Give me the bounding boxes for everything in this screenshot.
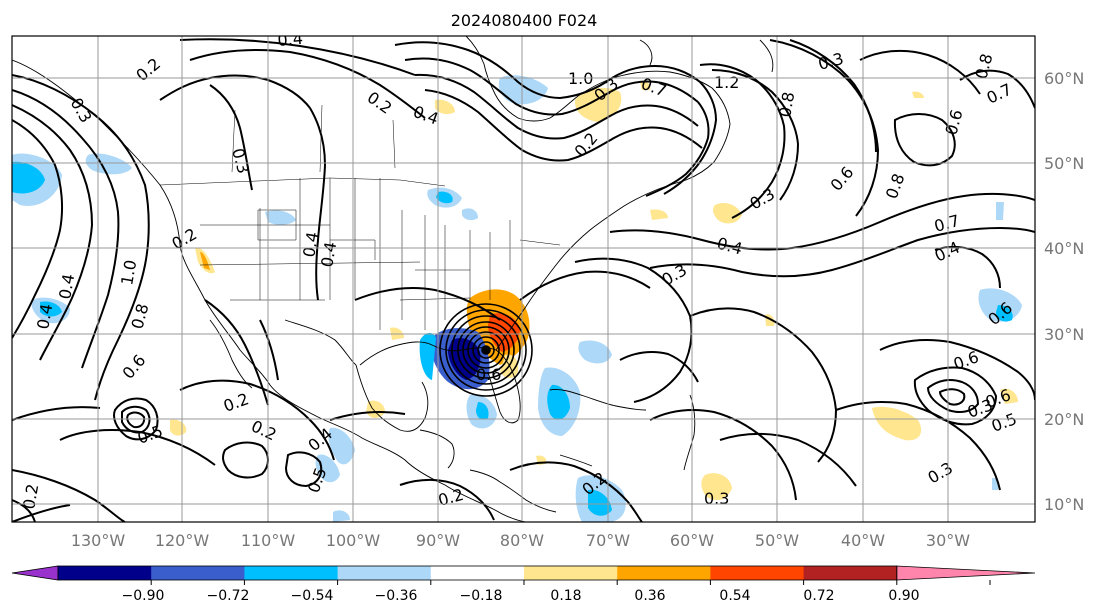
colorbar-tick-label: −0.54 xyxy=(291,588,334,604)
colorbar-cell xyxy=(151,566,245,580)
fill-pos-atl-ne2 xyxy=(1000,388,1018,404)
colorbar-cell xyxy=(710,566,805,580)
contour-label: 0.4 xyxy=(317,240,340,268)
colorbar-tick-label: −0.90 xyxy=(122,588,165,604)
contour-label: 1.2 xyxy=(714,73,739,92)
colorbar-cell xyxy=(430,566,525,580)
lon-label: 110°W xyxy=(241,531,296,550)
colorbar-ticks xyxy=(150,580,991,585)
map-frame xyxy=(11,35,1036,523)
colorbar: −0.90 −0.72 −0.54 −0.36 −0.18 0.18 0.36 … xyxy=(11,565,1036,604)
fill-pos-atl-ne xyxy=(713,203,742,224)
fill-neg-ontario xyxy=(462,208,478,221)
colorbar-tick-labels: −0.90 −0.72 −0.54 −0.36 −0.18 0.18 0.36 … xyxy=(122,588,920,604)
hurricane-contours xyxy=(439,303,533,397)
colorbar-over-extension xyxy=(896,565,1036,581)
fill-neg-carib-core xyxy=(588,489,612,516)
colorbar-tick-label: 0.36 xyxy=(634,588,665,604)
lat-labels: 60°N 50°N 40°N 30°N 20°N 10°N xyxy=(1044,69,1084,514)
fill-neg-pacific-c2 xyxy=(315,454,340,483)
contour-label: 0.4 xyxy=(55,272,78,300)
fill-neg-hudson xyxy=(498,75,548,105)
colorbar-cell xyxy=(617,566,711,580)
contour-label: 0.4 xyxy=(33,302,56,330)
lon-label: 100°W xyxy=(326,531,381,550)
graticule xyxy=(12,36,1035,522)
lon-labels: 130°W 120°W 110°W 100°W 90°W 80°W 70°W 6… xyxy=(71,531,970,550)
lat-label: 40°N xyxy=(1044,239,1084,258)
colorbar-cell xyxy=(244,566,339,580)
colorbar-tick-label: 0.90 xyxy=(888,588,919,604)
fill-pos-atl-sw xyxy=(872,406,922,441)
fill-pos-labrador xyxy=(574,87,622,122)
lat-label: 30°N xyxy=(1044,325,1084,344)
colorbar-cell xyxy=(524,566,618,580)
lon-label: 60°W xyxy=(670,531,714,550)
colorbar-cell xyxy=(58,566,152,580)
contour-label: 0.3 xyxy=(704,489,729,508)
map-panel: 0.4 0.2 0.3 0.2 1.0 0.7 1.2 0.3 0.8 0.7 … xyxy=(11,29,1036,523)
lon-label: 40°W xyxy=(841,531,885,550)
colorbar-tick-label: −0.72 xyxy=(207,588,250,604)
lat-label: 20°N xyxy=(1044,410,1084,429)
colorbar-under-extension xyxy=(11,565,59,581)
lat-label: 60°N xyxy=(1044,69,1084,88)
lon-label: 80°W xyxy=(500,531,544,550)
fill-neg-pacific-c xyxy=(328,427,355,465)
lon-label: 120°W xyxy=(155,531,210,550)
contour-label: 0.8 xyxy=(775,90,798,118)
state-borders xyxy=(159,104,561,330)
fill-pos-nova xyxy=(650,209,668,220)
fill-pos-labrador-2 xyxy=(435,99,455,115)
fill-pos-small-hud xyxy=(640,81,651,90)
fill-neg-bahamas-core xyxy=(547,384,570,420)
colorbar-tick-label: −0.18 xyxy=(460,588,503,604)
fill-neg-nw-canada-core xyxy=(12,161,45,194)
map-title: 2024080400 F024 xyxy=(451,11,598,30)
colorbar-tick-label: 0.18 xyxy=(550,588,581,604)
lon-label: 70°W xyxy=(586,531,630,550)
fill-neg-utah xyxy=(265,210,296,225)
contour-label: 1.0 xyxy=(117,258,140,286)
lon-label: 90°W xyxy=(416,531,460,550)
fill-pos-carib-e xyxy=(701,473,732,501)
fill-neg-atl-e-core xyxy=(996,305,1013,322)
fill-neg-florida-core xyxy=(476,402,489,420)
contours xyxy=(12,38,1035,522)
fill-neg-small-3 xyxy=(333,510,350,522)
lon-label: 130°W xyxy=(71,531,126,550)
contour-label: 0.4 xyxy=(277,29,304,50)
fill-neg-greatlakes-core xyxy=(436,191,453,204)
fill-pos-mexico-core xyxy=(200,252,210,270)
fill-neg-small-2 xyxy=(996,202,1004,220)
lon-label: 30°W xyxy=(926,531,970,550)
colorbar-cell xyxy=(337,566,432,580)
lat-label: 50°N xyxy=(1044,154,1084,173)
colorbar-cell xyxy=(803,566,898,580)
fill-neg-atl-small xyxy=(578,340,612,364)
colorbar-tick-label: −0.36 xyxy=(375,588,418,604)
lat-label: 10°N xyxy=(1044,495,1084,514)
colorbar-tick-label: 0.54 xyxy=(719,588,750,604)
colorbar-tick-label: 0.72 xyxy=(803,588,834,604)
colorbar-cells xyxy=(11,565,1036,581)
colorbar-outline xyxy=(57,565,898,581)
fill-pos-greenland-s xyxy=(912,91,924,98)
contour-label: 0.4 xyxy=(299,230,322,258)
contour-label: 0.6 xyxy=(476,365,501,384)
fill-neg-pac-e-core xyxy=(40,301,62,317)
lon-label: 50°W xyxy=(755,531,799,550)
